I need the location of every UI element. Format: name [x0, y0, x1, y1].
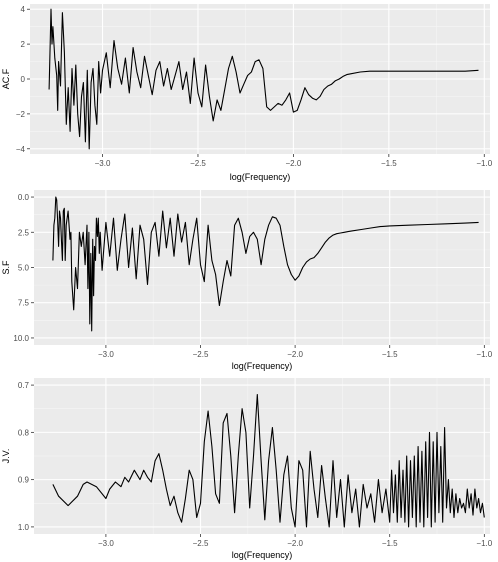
- series-line: [52, 393, 485, 528]
- y-tick-label: 0.7: [18, 381, 30, 390]
- y-axis-title: J.V.: [1, 449, 11, 464]
- x-tick-label: −3.0: [98, 350, 114, 359]
- y-tick-label: 1.0: [18, 523, 30, 532]
- y-tick-label: 2: [21, 40, 26, 49]
- y-tick-label: 0.8: [18, 428, 30, 437]
- y-axis-title: AC.F: [1, 68, 11, 89]
- x-tick-label: −1.0: [476, 350, 492, 359]
- x-tick-label: −2.5: [193, 539, 209, 548]
- x-tick-label: −1.0: [476, 159, 492, 168]
- x-tick-label: −1.5: [381, 159, 397, 168]
- y-tick-label: −2: [16, 110, 26, 119]
- x-axis-title: log(Frequency): [232, 361, 293, 371]
- y-axis-title: S.F: [1, 260, 11, 275]
- x-tick-label: −2.0: [286, 159, 302, 168]
- x-tick-label: −2.5: [193, 350, 209, 359]
- x-tick-label: −1.0: [476, 539, 492, 548]
- x-tick-label: −3.0: [98, 539, 114, 548]
- x-tick-label: −2.0: [287, 539, 303, 548]
- y-tick-label: 0.9: [18, 476, 30, 485]
- x-axis-title: log(Frequency): [232, 550, 293, 560]
- y-tick-label: 5.0: [18, 264, 30, 273]
- chart-panel-1: −3.0 −2.5 −2.0 −1.5 −1.0 4 2 0 −2 −4 log(Frequency…: [1, 4, 493, 182]
- chart-panel-3: −3.0 −2.5 −2.0 −1.5 −1.0 0.7 0.8 0.9 1.0 log(Freq…: [1, 378, 493, 560]
- y-tick-label: 2.5: [18, 228, 30, 237]
- y-tick-label: 4: [21, 5, 26, 14]
- y-tick-label: −4: [16, 145, 26, 154]
- x-tick-label: −1.5: [382, 539, 398, 548]
- chart-panel-2: −3.0 −2.5 −2.0 −1.5 −1.0 0.0 2.5 5.0 7.5 10.0 log(…: [1, 190, 493, 371]
- x-tick-label: −2.0: [287, 350, 303, 359]
- x-tick-label: −2.5: [190, 159, 206, 168]
- x-tick-label: −3.0: [95, 159, 111, 168]
- series-line: [52, 196, 479, 332]
- y-tick-label: 0.0: [18, 193, 30, 202]
- x-tick-label: −1.5: [382, 350, 398, 359]
- y-tick-label: 10.0: [13, 334, 29, 343]
- y-tick-label: 0: [21, 75, 26, 84]
- x-axis-title: log(Frequency): [230, 172, 291, 182]
- y-tick-label: 7.5: [18, 299, 30, 308]
- series-line: [48, 8, 479, 150]
